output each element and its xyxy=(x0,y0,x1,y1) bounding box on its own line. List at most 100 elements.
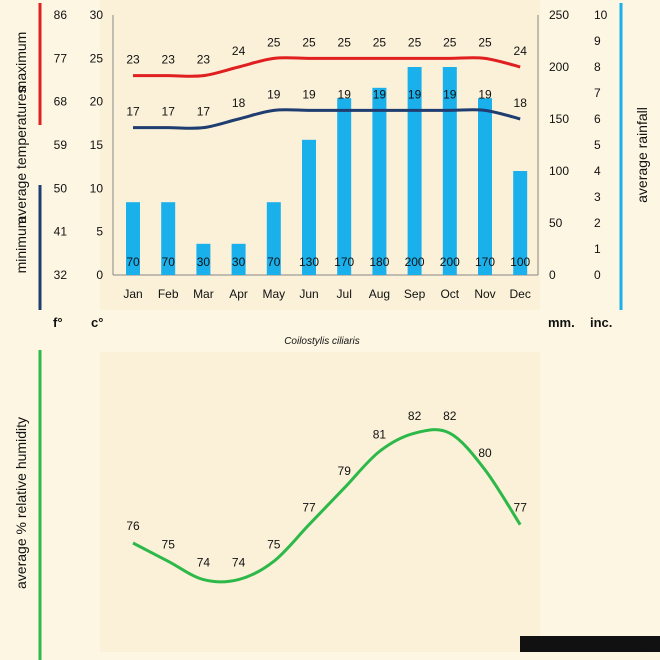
fahrenheit-tick-label: 41 xyxy=(54,225,68,239)
maximum-value-label: 23 xyxy=(197,53,211,67)
unit-celsius-label: c° xyxy=(91,315,103,330)
rainfall-value-label: 30 xyxy=(197,255,211,269)
watermark: www.hortusorchis.org xyxy=(536,639,642,651)
unit-inches-label: inc. xyxy=(590,315,612,330)
humidity-value-label: 82 xyxy=(408,409,422,423)
maximum-label: maximum xyxy=(13,32,29,93)
minimum-value-label: 17 xyxy=(126,105,140,119)
maximum-temperature-line xyxy=(133,56,521,78)
millimetre-tick-label: 100 xyxy=(549,164,569,178)
humidity-value-label: 74 xyxy=(197,556,211,570)
rainfall-bar-aug xyxy=(372,87,387,275)
month-label: Mar xyxy=(193,287,214,301)
fahrenheit-tick-label: 50 xyxy=(54,181,68,195)
average-temperatures-label: average temperatures xyxy=(13,87,29,224)
inch-tick-label: 6 xyxy=(594,112,601,126)
maximum-value-label: 24 xyxy=(514,44,528,58)
fahrenheit-tick-label: 77 xyxy=(54,51,68,65)
month-label: May xyxy=(262,287,285,301)
temperature-rainfall-axes xyxy=(112,15,539,276)
maximum-value-label: 25 xyxy=(443,35,457,49)
axis-tick-labels: 3241505968778605101520253005010015020025… xyxy=(54,8,608,282)
humidity-value-label: 75 xyxy=(267,537,281,551)
rainfall-value-label: 170 xyxy=(475,255,495,269)
inch-tick-label: 9 xyxy=(594,34,601,48)
humidity-value-label: 81 xyxy=(373,428,387,442)
humidity-line xyxy=(132,428,522,584)
rainfall-value-label: 130 xyxy=(299,255,319,269)
fahrenheit-tick-label: 68 xyxy=(54,95,68,109)
rainfall-bar-dec xyxy=(513,171,528,275)
humidity-value-label: 77 xyxy=(514,501,528,515)
humidity-value-label: 82 xyxy=(443,409,457,423)
minimum-value-label: 19 xyxy=(373,87,387,101)
fahrenheit-tick-label: 59 xyxy=(54,138,68,152)
minimum-value-label: 18 xyxy=(232,96,246,110)
inch-tick-label: 3 xyxy=(594,190,601,204)
maximum-value-label: 25 xyxy=(267,35,281,49)
maximum-value-label: 25 xyxy=(408,35,422,49)
temperature-lines xyxy=(132,56,521,130)
bottom-panel-background xyxy=(100,352,540,652)
celsius-tick-label: 10 xyxy=(90,181,104,195)
celsius-tick-label: 5 xyxy=(96,225,103,239)
inch-tick-label: 4 xyxy=(594,164,601,178)
rainfall-bar-sep xyxy=(407,67,422,275)
rainfall-value-label: 70 xyxy=(162,255,176,269)
humidity-value-label: 75 xyxy=(162,537,176,551)
millimetre-tick-label: 0 xyxy=(549,268,556,282)
rainfall-value-label: 70 xyxy=(267,255,281,269)
rainfall-bar-nov xyxy=(478,98,492,275)
month-label: Oct xyxy=(440,287,459,301)
month-label: Jan xyxy=(123,287,142,301)
millimetre-tick-label: 150 xyxy=(549,112,569,126)
month-label: Dec xyxy=(510,287,531,301)
rainfall-bar-jun xyxy=(302,139,316,275)
humidity-axis-label: average % relative humidity xyxy=(13,417,29,589)
rainfall-bar-apr xyxy=(231,243,246,275)
minimum-label: minimum xyxy=(13,217,29,274)
humidity-value-label: 79 xyxy=(338,464,352,478)
minimum-temperature-line xyxy=(132,108,521,130)
humidity-value-labels: 76 75 74 74 75 77 79 81 82 82 80 77 xyxy=(126,409,527,569)
inch-tick-label: 7 xyxy=(594,86,601,100)
month-label: Sep xyxy=(404,287,426,301)
inch-tick-label: 2 xyxy=(594,216,601,230)
fahrenheit-tick-label: 32 xyxy=(54,268,68,282)
maximum-value-label: 23 xyxy=(126,53,140,67)
average-rainfall-label: average rainfall xyxy=(634,107,650,203)
minimum-value-label: 19 xyxy=(338,87,352,101)
celsius-tick-label: 15 xyxy=(90,138,104,152)
month-label: Feb xyxy=(158,287,179,301)
maximum-value-label: 25 xyxy=(338,35,352,49)
month-label: Apr xyxy=(229,287,248,301)
minimum-value-label: 19 xyxy=(443,87,457,101)
maximum-value-label: 25 xyxy=(302,35,316,49)
watermark-background xyxy=(520,636,660,652)
celsius-tick-label: 20 xyxy=(90,95,104,109)
minimum-value-label: 19 xyxy=(478,87,492,101)
rainfall-value-label: 170 xyxy=(334,255,354,269)
maximum-value-label: 25 xyxy=(478,35,492,49)
humidity-series-line xyxy=(132,428,522,584)
unit-fahrenheit-label: f° xyxy=(53,315,63,330)
minimum-value-label: 17 xyxy=(197,105,211,119)
chart-title: Coilostylis ciliaris xyxy=(284,336,360,347)
inch-tick-label: 10 xyxy=(594,8,608,22)
rainfall-value-label: 30 xyxy=(232,255,246,269)
rainfall-value-label: 200 xyxy=(440,255,460,269)
rainfall-value-labels: 70 70 30 30 70 130 170 180 200 200 170 100 xyxy=(126,255,530,269)
inch-tick-label: 8 xyxy=(594,60,601,74)
rainfall-bars xyxy=(126,67,528,275)
maximum-value-label: 24 xyxy=(232,44,246,58)
rainfall-bar-oct xyxy=(442,67,457,275)
rainfall-bar-mar xyxy=(196,243,211,275)
humidity-value-label: 74 xyxy=(232,556,246,570)
maximum-value-label: 23 xyxy=(162,53,176,67)
maximum-value-label: 25 xyxy=(373,35,387,49)
millimetre-tick-label: 200 xyxy=(549,60,569,74)
month-label: Jul xyxy=(337,287,352,301)
inch-tick-label: 0 xyxy=(594,268,601,282)
humidity-value-label: 77 xyxy=(302,501,316,515)
